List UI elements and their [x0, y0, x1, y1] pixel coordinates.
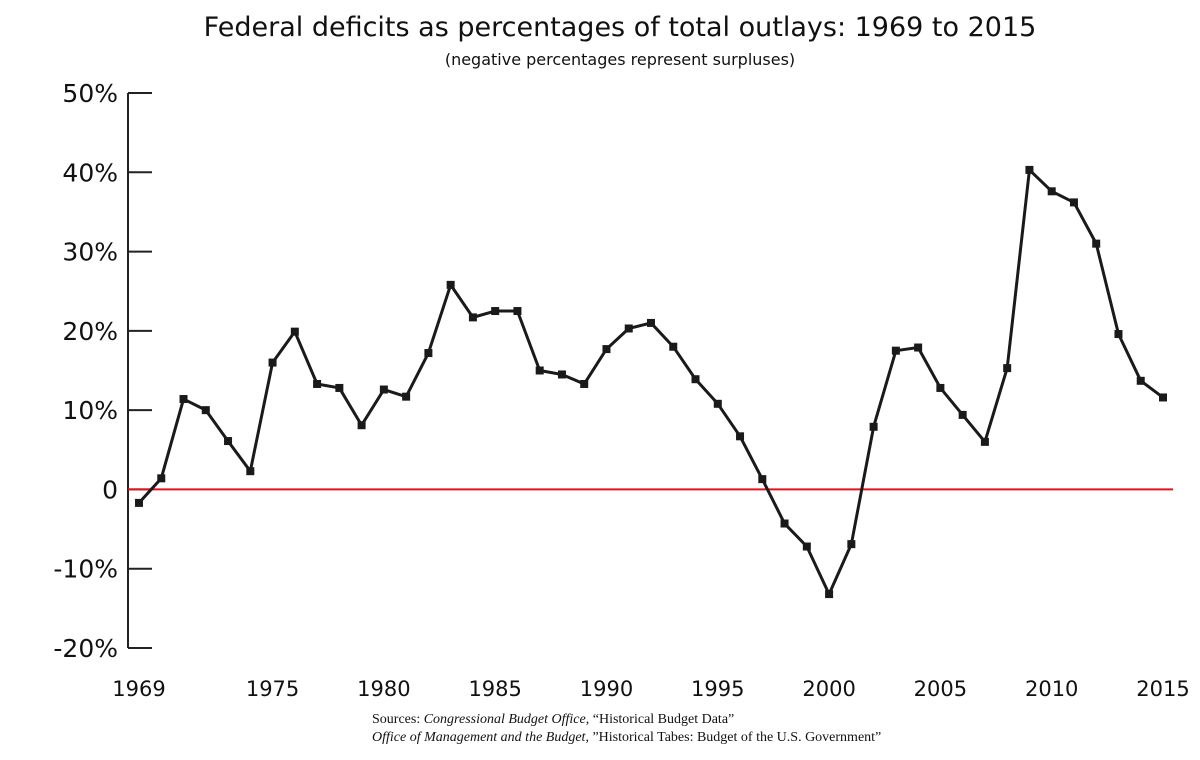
- x-tick-label: 1980: [357, 677, 410, 701]
- data-point: [424, 349, 433, 358]
- chart-subtitle: (negative percentages represent surpluse…: [444, 50, 796, 69]
- data-point: [468, 313, 477, 322]
- x-tick-label: 1985: [468, 677, 521, 701]
- data-point: [1047, 187, 1056, 196]
- data-point: [246, 467, 255, 476]
- sources-line-2: Office of Management and the Budget, ”Hi…: [372, 730, 932, 746]
- data-point: [669, 342, 678, 351]
- data-point: [691, 375, 700, 384]
- source-org-omb: Office of Management and the Budget: [372, 730, 586, 745]
- y-tick-label: 0: [102, 475, 118, 504]
- y-tick-label: 40%: [62, 158, 118, 187]
- x-tick-label: 2000: [802, 677, 855, 701]
- data-point: [402, 392, 411, 401]
- data-point: [491, 307, 500, 316]
- data-point: [580, 379, 589, 388]
- data-point: [958, 410, 967, 419]
- y-tick-label: -20%: [53, 634, 118, 663]
- data-point: [891, 346, 900, 355]
- data-point: [1092, 239, 1101, 248]
- chart-title: Federal deficits as percentages of total…: [203, 12, 1037, 43]
- data-point: [847, 540, 856, 549]
- sources-prefix: Sources:: [372, 712, 424, 727]
- y-tick-label: 20%: [62, 317, 118, 346]
- data-point: [914, 343, 923, 352]
- data-point: [446, 280, 455, 289]
- x-tick-label: 2005: [914, 677, 967, 701]
- data-point: [936, 383, 945, 392]
- data-point: [624, 324, 633, 333]
- data-point: [535, 366, 544, 375]
- data-point: [758, 475, 767, 484]
- data-point: [980, 437, 989, 446]
- y-tick-label: 10%: [62, 396, 118, 425]
- data-point: [157, 474, 166, 483]
- y-tick-label: -10%: [53, 555, 118, 584]
- data-point: [1136, 376, 1145, 385]
- sources-line-1: Sources: Congressional Budget Office, “H…: [372, 712, 932, 728]
- data-point: [780, 519, 789, 528]
- data-line: [137, 168, 1164, 596]
- data-point: [1159, 393, 1167, 402]
- x-tick-label: 1990: [580, 677, 633, 701]
- data-point: [647, 318, 655, 327]
- source-title-cbo: , “Historical Budget Data”: [585, 712, 735, 727]
- data-point: [224, 437, 233, 446]
- data-point: [135, 498, 143, 507]
- data-point: [1114, 330, 1123, 339]
- data-point: [825, 590, 834, 599]
- data-point: [869, 422, 878, 431]
- y-tick-label: 50%: [62, 79, 118, 108]
- x-tick-label: 1975: [246, 677, 299, 701]
- x-tick-label: 2010: [1025, 677, 1078, 701]
- data-point: [313, 379, 322, 388]
- data-point: [290, 327, 299, 336]
- data-point: [513, 307, 522, 316]
- x-tick-label: 2015: [1136, 677, 1189, 701]
- x-tick-label: 1995: [691, 677, 744, 701]
- source-org-cbo: Congressional Budget Office: [423, 712, 586, 727]
- data-point: [335, 383, 344, 392]
- data-point: [201, 406, 210, 415]
- data-point: [357, 421, 366, 430]
- data-point: [1003, 364, 1012, 373]
- source-title-omb: , ”Historical Tabes: Budget of the U.S. …: [585, 730, 882, 745]
- data-point: [802, 542, 811, 551]
- data-point: [379, 385, 388, 394]
- y-tick-label: 30%: [62, 238, 118, 267]
- data-point: [713, 399, 722, 408]
- data-point: [179, 395, 188, 404]
- data-point: [602, 345, 611, 354]
- x-tick-label: 1969: [112, 677, 165, 701]
- data-point: [1025, 165, 1034, 174]
- data-point: [736, 432, 745, 441]
- data-point: [268, 358, 277, 367]
- data-point: [1069, 198, 1078, 207]
- data-point: [557, 370, 566, 379]
